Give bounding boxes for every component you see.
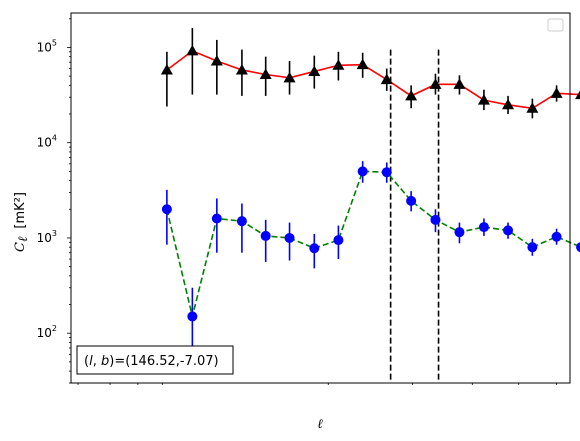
- point-0-17: [575, 90, 580, 100]
- point-1-3: [236, 216, 247, 227]
- annotation-values: =(146.52,-7.07): [114, 354, 218, 369]
- point-1-4: [260, 230, 271, 241]
- point-1-14: [503, 225, 514, 236]
- point-0-7: [332, 59, 345, 70]
- y-tick-label-0: 102: [37, 324, 57, 340]
- point-0-16: [550, 87, 563, 98]
- point-0-1: [186, 44, 199, 56]
- point-1-17: [576, 242, 580, 253]
- series-group: [160, 28, 580, 355]
- point-0-0: [160, 63, 173, 75]
- point-1-11: [430, 214, 441, 225]
- y-tick-label-1: 103: [37, 229, 57, 245]
- point-1-5: [284, 232, 295, 243]
- point-0-10: [405, 89, 418, 101]
- y-axis-ticks: 102 103 104 105: [37, 18, 71, 384]
- point-0-4: [259, 68, 272, 80]
- x-axis-ticks: 103: [77, 383, 557, 385]
- point-1-9: [381, 167, 392, 178]
- y-axis-label-group: Cℓ [mK²]: [13, 192, 31, 252]
- point-0-9: [380, 73, 393, 85]
- plot-frame: [70, 12, 571, 384]
- point-1-0: [161, 204, 172, 215]
- point-1-8: [357, 166, 368, 177]
- annotation-l: l: [89, 354, 93, 369]
- point-0-11: [429, 78, 442, 89]
- y-axis-label-main: C: [13, 242, 28, 252]
- y-axis-label: Cℓ [mK²]: [13, 192, 31, 252]
- annotation-text: (l, b)=(146.52,-7.07): [84, 354, 219, 369]
- point-0-5: [283, 71, 296, 83]
- point-1-12: [454, 227, 465, 238]
- point-1-2: [211, 213, 222, 224]
- y-tick-label-2: 104: [37, 134, 57, 150]
- annotation-b: b: [101, 354, 109, 369]
- point-0-14: [502, 98, 515, 110]
- plot-area: [71, 13, 570, 383]
- point-0-12: [453, 78, 466, 89]
- y-axis-label-unit: [mK²]: [13, 192, 28, 229]
- point-1-6: [309, 243, 320, 254]
- point-0-13: [477, 94, 490, 105]
- point-1-16: [551, 231, 562, 242]
- point-0-15: [526, 102, 539, 113]
- x-axis-label: ℓ: [317, 417, 323, 432]
- y-tick-label-3: 105: [37, 38, 57, 54]
- annotation-box: (l, b)=(146.52,-7.07): [76, 345, 234, 375]
- legend-box: [547, 18, 564, 32]
- point-0-3: [235, 63, 248, 75]
- point-1-7: [333, 235, 344, 246]
- point-1-10: [406, 195, 417, 206]
- series-0: [160, 28, 580, 119]
- y-axis-label-sub: ℓ: [16, 236, 31, 242]
- point-1-15: [527, 242, 538, 253]
- point-0-6: [308, 65, 321, 76]
- point-1-13: [478, 222, 489, 233]
- point-1-1: [187, 311, 198, 322]
- series-1: [161, 161, 580, 355]
- point-0-2: [210, 55, 223, 66]
- point-0-8: [356, 58, 369, 70]
